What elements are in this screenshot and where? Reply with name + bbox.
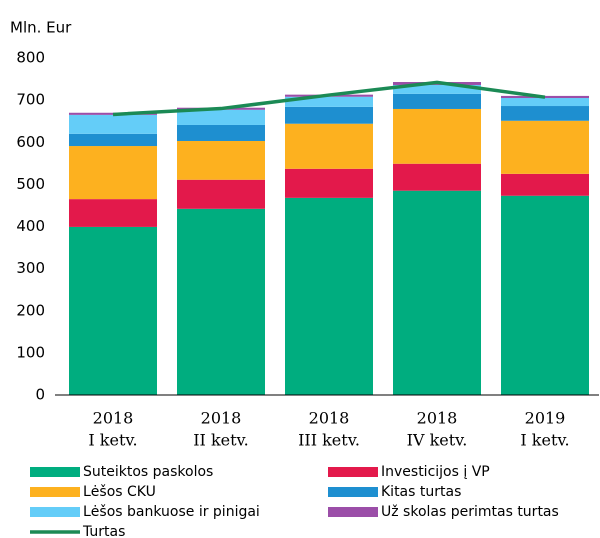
legend-label: Suteiktos paskolos xyxy=(83,464,213,480)
bar-segment xyxy=(177,124,265,141)
bar-segment xyxy=(177,109,265,125)
x-tick-label: I ketv. xyxy=(520,431,569,450)
bar-segment xyxy=(177,208,265,395)
x-tick-label: III ketv. xyxy=(298,431,360,450)
x-tick-label: 2018 xyxy=(201,409,242,428)
x-tick-label: IV ketv. xyxy=(407,431,468,450)
legend-label: Kitas turtas xyxy=(381,484,461,500)
bar-segment xyxy=(285,106,373,124)
legend-label: Lėšos CKU xyxy=(83,484,156,500)
bar-segment xyxy=(285,168,373,198)
x-tick-label: II ketv. xyxy=(193,431,249,450)
legend-swatch xyxy=(30,487,80,497)
x-tick-label: 2018 xyxy=(309,409,350,428)
y-axis-label: Mln. Eur xyxy=(10,19,72,37)
y-tick-label: 700 xyxy=(16,91,45,109)
x-tick-label: I ketv. xyxy=(88,431,137,450)
bar-segment xyxy=(393,108,481,164)
y-tick-label: 0 xyxy=(35,386,45,404)
bar-segment xyxy=(285,197,373,395)
bar-segment xyxy=(501,98,589,107)
bar-segment xyxy=(69,199,157,227)
y-tick-label: 200 xyxy=(16,301,45,319)
y-tick-label: 500 xyxy=(16,175,45,193)
legend-label: Investicijos į VP xyxy=(381,464,490,480)
legend-label: Lėšos bankuose ir pinigai xyxy=(83,504,260,520)
x-tick-label: 2018 xyxy=(417,409,458,428)
legend-swatch xyxy=(30,467,80,477)
y-tick-label: 800 xyxy=(16,49,45,67)
bar-segment xyxy=(69,226,157,395)
x-tick-label: 2018 xyxy=(93,409,134,428)
bar-segment xyxy=(177,140,265,180)
legend-swatch xyxy=(328,487,378,497)
bar-segment xyxy=(285,123,373,169)
bar-segment xyxy=(393,84,481,94)
y-tick-label: 600 xyxy=(16,133,45,151)
bar-segment xyxy=(393,190,481,395)
legend-label: Už skolas perimtas turtas xyxy=(381,504,559,520)
bar-segment xyxy=(285,96,373,107)
line-series xyxy=(112,80,546,117)
y-tick-label: 300 xyxy=(16,259,45,277)
y-tick-label: 100 xyxy=(16,343,45,361)
bar-segment xyxy=(393,93,481,109)
legend-swatch xyxy=(30,507,80,517)
bar-segment xyxy=(177,179,265,209)
bar-segment xyxy=(69,133,157,147)
legend-swatch xyxy=(328,507,378,517)
bar-segment xyxy=(501,173,589,196)
bar-segment xyxy=(501,195,589,395)
legend-label: Turtas xyxy=(82,524,125,538)
bar-segment xyxy=(501,120,589,174)
bar-segment xyxy=(501,106,589,121)
legend-swatch xyxy=(328,467,378,477)
bar-segment xyxy=(69,114,157,134)
y-tick-label: 400 xyxy=(16,217,45,235)
bar-segment xyxy=(393,163,481,191)
bar-segment xyxy=(69,146,157,200)
x-tick-label: 2019 xyxy=(525,409,566,428)
